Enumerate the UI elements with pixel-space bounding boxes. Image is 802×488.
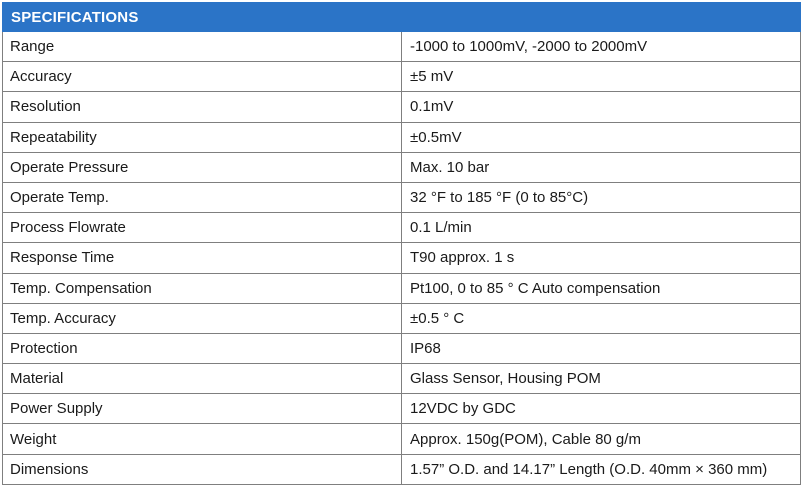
spec-label: Dimensions [2, 453, 402, 485]
table-row: Dimensions 1.57” O.D. and 14.17” Length … [2, 453, 801, 485]
spec-label: Operate Temp. [2, 181, 402, 214]
table-row: Accuracy ±5 mV [2, 61, 801, 93]
spec-label: Response Time [2, 242, 402, 274]
spec-label: Protection [2, 332, 402, 365]
table-row: Process Flowrate 0.1 L/min [2, 212, 801, 244]
spec-label: Weight [2, 423, 402, 455]
table-header-row: SPECIFICATIONS [2, 2, 801, 32]
spec-label: Resolution [2, 91, 402, 123]
spec-value: 0.1 L/min [401, 212, 801, 244]
spec-label: Temp. Compensation [2, 272, 402, 304]
spec-value: 32 °F to 185 °F (0 to 85°C) [401, 181, 801, 214]
table-row: Temp. Accuracy ±0.5 ° C [2, 302, 801, 334]
spec-label: Range [2, 30, 402, 63]
spec-value: Glass Sensor, Housing POM [401, 363, 801, 395]
spec-value: ±5 mV [401, 61, 801, 93]
table-row: Power Supply 12VDC by GDC [2, 393, 801, 425]
spec-label: Repeatability [2, 121, 402, 153]
table-row: Resolution 0.1mV [2, 91, 801, 123]
spec-value: 12VDC by GDC [401, 393, 801, 425]
spec-value: -1000 to 1000mV, -2000 to 2000mV [401, 30, 801, 63]
spec-value: 1.57” O.D. and 14.17” Length (O.D. 40mm … [401, 453, 801, 485]
spec-label: Temp. Accuracy [2, 302, 402, 334]
table-row: Protection IP68 [2, 332, 801, 365]
spec-label: Process Flowrate [2, 212, 402, 244]
spec-value: Max. 10 bar [401, 151, 801, 183]
spec-value: ±0.5mV [401, 121, 801, 153]
spec-value: 0.1mV [401, 91, 801, 123]
spec-value: Approx. 150g(POM), Cable 80 g/m [401, 423, 801, 455]
spec-value: Pt100, 0 to 85 ° C Auto compensation [401, 272, 801, 304]
table-row: Range -1000 to 1000mV, -2000 to 2000mV [2, 30, 801, 63]
spec-label: Accuracy [2, 61, 402, 93]
table-row: Temp. Compensation Pt100, 0 to 85 ° C Au… [2, 272, 801, 304]
spec-value: IP68 [401, 332, 801, 365]
spec-value: ±0.5 ° C [401, 302, 801, 334]
table-row: Weight Approx. 150g(POM), Cable 80 g/m [2, 423, 801, 455]
table-row: Repeatability ±0.5mV [2, 121, 801, 153]
spec-label: Material [2, 363, 402, 395]
table-row: Operate Pressure Max. 10 bar [2, 151, 801, 183]
specifications-heading: SPECIFICATIONS [2, 2, 801, 32]
table-row: Response Time T90 approx. 1 s [2, 242, 801, 274]
spec-value: T90 approx. 1 s [401, 242, 801, 274]
spec-label: Power Supply [2, 393, 402, 425]
table-row: Material Glass Sensor, Housing POM [2, 363, 801, 395]
table-row: Operate Temp. 32 °F to 185 °F (0 to 85°C… [2, 181, 801, 214]
spec-label: Operate Pressure [2, 151, 402, 183]
